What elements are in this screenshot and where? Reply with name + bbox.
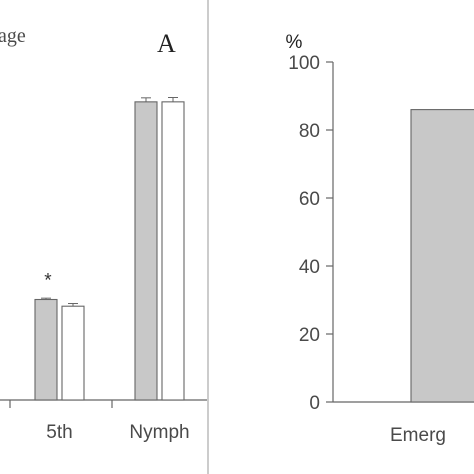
panel-a: age A 5th Nymph *: [0, 25, 207, 443]
bar: [34, 298, 58, 401]
panel-a-category-labels: 5th Nymph: [46, 422, 189, 443]
category-label: 5th: [46, 422, 72, 443]
significance-marker: *: [44, 271, 52, 292]
panel-a-title: age: [0, 25, 26, 47]
y-tick-label: 20: [299, 325, 320, 346]
panel-b-bars: [410, 109, 474, 403]
bar: [410, 109, 474, 403]
panel-b-y-ticks: 0 20 40 60 80 100: [288, 53, 333, 414]
panel-b-category-labels: Emerg: [390, 425, 446, 446]
panel-a-bars: [34, 96, 185, 401]
bar: [134, 101, 158, 401]
category-label: Nymph: [129, 422, 189, 443]
y-tick-label: 80: [299, 121, 320, 142]
panel-b: % 0 20 40 60 80 100 Emerg: [286, 32, 474, 446]
panel-b-y-axis-label: %: [286, 32, 303, 53]
bar: [61, 305, 85, 401]
y-tick-label: 40: [299, 257, 320, 278]
y-tick-label: 60: [299, 189, 320, 210]
y-tick-label: 0: [309, 393, 320, 414]
panel-a-label: A: [157, 29, 176, 58]
category-label: Emerg: [390, 425, 446, 446]
y-tick-label: 100: [288, 53, 320, 74]
panel-a-annotations: *: [44, 271, 52, 292]
bar: [161, 101, 185, 401]
